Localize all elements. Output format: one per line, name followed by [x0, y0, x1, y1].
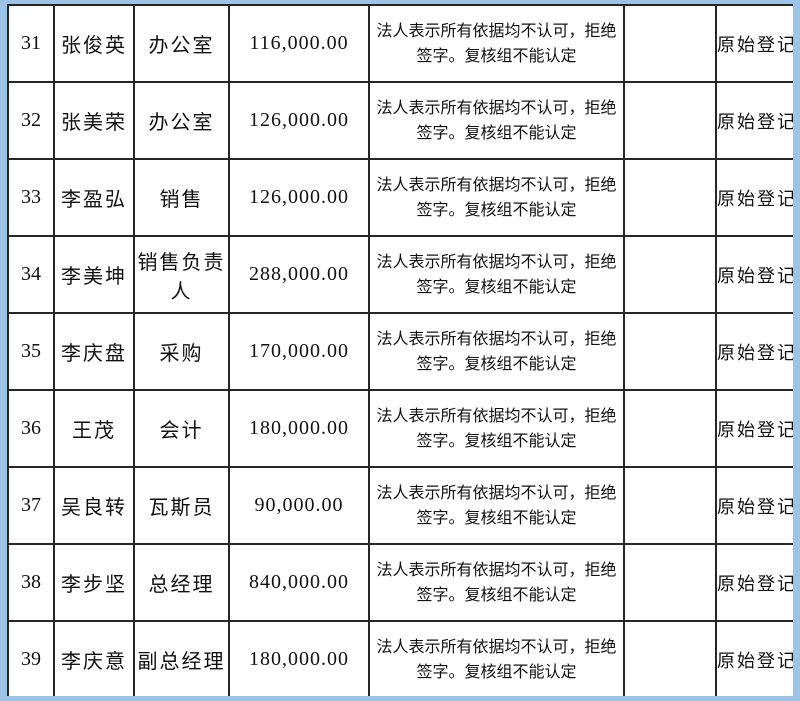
empty-cell	[623, 543, 717, 622]
table-row: 39 李庆意 副总经理 180,000.00 法人表示所有依据均不认可，拒绝 签…	[7, 620, 793, 696]
status-cell: 原始登记	[715, 543, 793, 622]
name-cell: 张美荣	[53, 81, 135, 160]
position-cell: 销售负责人	[133, 235, 230, 314]
row-number-cell: 31	[7, 4, 55, 83]
remark-line-1: 法人表示所有依据均不认可，拒绝	[376, 561, 617, 579]
amount-cell: 170,000.00	[228, 312, 370, 391]
remark-line-2: 签字。复核组不能认定	[416, 586, 577, 604]
remark-cell: 法人表示所有依据均不认可，拒绝 签字。复核组不能认定	[368, 4, 625, 83]
remark-cell: 法人表示所有依据均不认可，拒绝 签字。复核组不能认定	[368, 389, 625, 468]
name-cell: 李盈弘	[53, 158, 135, 237]
amount-cell: 90,000.00	[228, 466, 370, 545]
row-number-cell: 36	[7, 389, 55, 468]
name-cell: 张俊英	[53, 4, 135, 83]
row-number-cell: 33	[7, 158, 55, 237]
table-row: 31 张俊英 办公室 116,000.00 法人表示所有依据均不认可，拒绝 签字…	[7, 4, 793, 83]
remark-line-1: 法人表示所有依据均不认可，拒绝	[376, 253, 617, 271]
remark-line-2: 签字。复核组不能认定	[416, 663, 577, 681]
empty-cell	[623, 4, 717, 83]
remark-line-1: 法人表示所有依据均不认可，拒绝	[376, 330, 617, 348]
remark-cell: 法人表示所有依据均不认可，拒绝 签字。复核组不能认定	[368, 158, 625, 237]
empty-cell	[623, 466, 717, 545]
status-cell: 原始登记	[715, 4, 793, 83]
remark-line-1: 法人表示所有依据均不认可，拒绝	[376, 638, 617, 656]
status-cell: 原始登记	[715, 158, 793, 237]
position-cell: 采购	[133, 312, 230, 391]
remark-cell: 法人表示所有依据均不认可，拒绝 签字。复核组不能认定	[368, 466, 625, 545]
remark-line-2: 签字。复核组不能认定	[416, 432, 577, 450]
name-cell: 李庆盘	[53, 312, 135, 391]
amount-cell: 116,000.00	[228, 4, 370, 83]
row-number-cell: 32	[7, 81, 55, 160]
amount-cell: 288,000.00	[228, 235, 370, 314]
row-number-cell: 35	[7, 312, 55, 391]
remark-line-1: 法人表示所有依据均不认可，拒绝	[376, 22, 617, 40]
amount-cell: 126,000.00	[228, 158, 370, 237]
remark-line-2: 签字。复核组不能认定	[416, 47, 577, 65]
row-number-cell: 38	[7, 543, 55, 622]
remark-cell: 法人表示所有依据均不认可，拒绝 签字。复核组不能认定	[368, 235, 625, 314]
status-cell: 原始登记	[715, 81, 793, 160]
remark-line-2: 签字。复核组不能认定	[416, 355, 577, 373]
position-cell: 办公室	[133, 81, 230, 160]
status-cell: 原始登记	[715, 620, 793, 696]
remark-line-1: 法人表示所有依据均不认可，拒绝	[376, 407, 617, 425]
empty-cell	[623, 620, 717, 696]
remark-cell: 法人表示所有依据均不认可，拒绝 签字。复核组不能认定	[368, 312, 625, 391]
status-cell: 原始登记	[715, 466, 793, 545]
name-cell: 李庆意	[53, 620, 135, 696]
remark-line-1: 法人表示所有依据均不认可，拒绝	[376, 176, 617, 194]
remark-line-2: 签字。复核组不能认定	[416, 201, 577, 219]
empty-cell	[623, 389, 717, 468]
remark-cell: 法人表示所有依据均不认可，拒绝 签字。复核组不能认定	[368, 543, 625, 622]
table-row: 34 李美坤 销售负责人 288,000.00 法人表示所有依据均不认可，拒绝 …	[7, 235, 793, 314]
name-cell: 吴良转	[53, 466, 135, 545]
personnel-amount-table: 31 张俊英 办公室 116,000.00 法人表示所有依据均不认可，拒绝 签字…	[7, 4, 793, 696]
table-row: 36 王茂 会计 180,000.00 法人表示所有依据均不认可，拒绝 签字。复…	[7, 389, 793, 468]
amount-cell: 180,000.00	[228, 389, 370, 468]
position-cell: 副总经理	[133, 620, 230, 696]
empty-cell	[623, 81, 717, 160]
remark-cell: 法人表示所有依据均不认可，拒绝 签字。复核组不能认定	[368, 81, 625, 160]
position-cell: 销售	[133, 158, 230, 237]
table-row: 33 李盈弘 销售 126,000.00 法人表示所有依据均不认可，拒绝 签字。…	[7, 158, 793, 237]
row-number-cell: 34	[7, 235, 55, 314]
position-cell: 会计	[133, 389, 230, 468]
position-cell: 瓦斯员	[133, 466, 230, 545]
remark-line-1: 法人表示所有依据均不认可，拒绝	[376, 99, 617, 117]
empty-cell	[623, 235, 717, 314]
table-row: 32 张美荣 办公室 126,000.00 法人表示所有依据均不认可，拒绝 签字…	[7, 81, 793, 160]
row-number-cell: 39	[7, 620, 55, 696]
status-cell: 原始登记	[715, 235, 793, 314]
empty-cell	[623, 312, 717, 391]
row-number-cell: 37	[7, 466, 55, 545]
amount-cell: 126,000.00	[228, 81, 370, 160]
amount-cell: 180,000.00	[228, 620, 370, 696]
table-row: 37 吴良转 瓦斯员 90,000.00 法人表示所有依据均不认可，拒绝 签字。…	[7, 466, 793, 545]
position-cell: 总经理	[133, 543, 230, 622]
name-cell: 李步坚	[53, 543, 135, 622]
remark-line-2: 签字。复核组不能认定	[416, 509, 577, 527]
amount-cell: 840,000.00	[228, 543, 370, 622]
remark-line-1: 法人表示所有依据均不认可，拒绝	[376, 484, 617, 502]
remark-line-2: 签字。复核组不能认定	[416, 278, 577, 296]
position-cell: 办公室	[133, 4, 230, 83]
empty-cell	[623, 158, 717, 237]
status-cell: 原始登记	[715, 312, 793, 391]
remark-cell: 法人表示所有依据均不认可，拒绝 签字。复核组不能认定	[368, 620, 625, 696]
status-cell: 原始登记	[715, 389, 793, 468]
name-cell: 王茂	[53, 389, 135, 468]
remark-line-2: 签字。复核组不能认定	[416, 124, 577, 142]
table-row: 35 李庆盘 采购 170,000.00 法人表示所有依据均不认可，拒绝 签字。…	[7, 312, 793, 391]
table-row: 38 李步坚 总经理 840,000.00 法人表示所有依据均不认可，拒绝 签字…	[7, 543, 793, 622]
name-cell: 李美坤	[53, 235, 135, 314]
table-sheet: 31 张俊英 办公室 116,000.00 法人表示所有依据均不认可，拒绝 签字…	[7, 4, 793, 696]
